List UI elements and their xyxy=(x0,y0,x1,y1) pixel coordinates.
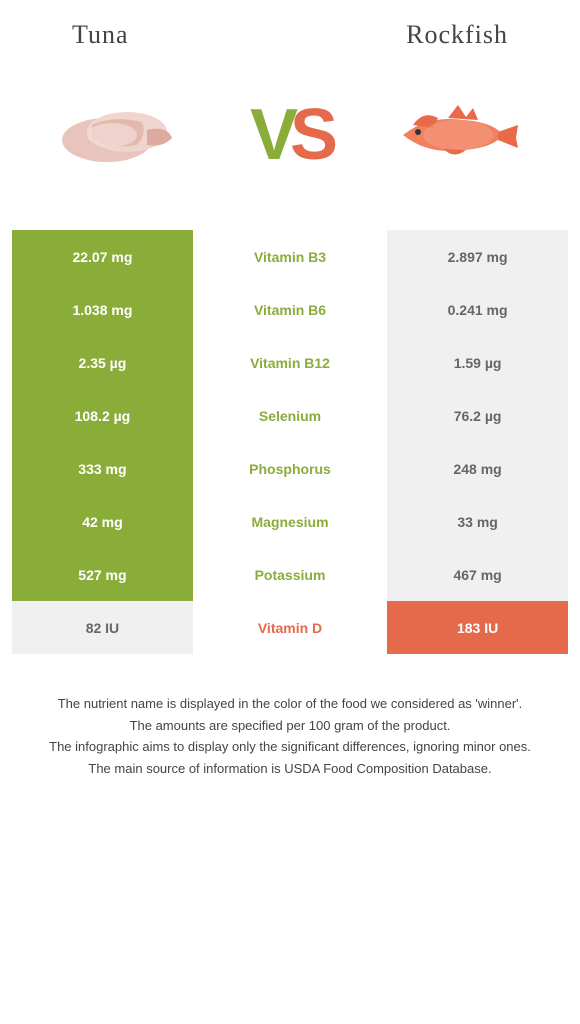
right-value-cell: 76.2 µg xyxy=(387,389,568,442)
right-value-cell: 0.241 mg xyxy=(387,283,568,336)
footer-line: The amounts are specified per 100 gram o… xyxy=(22,716,558,736)
right-value-cell: 183 IU xyxy=(387,601,568,654)
footer-line: The nutrient name is displayed in the co… xyxy=(22,694,558,714)
right-value-cell: 1.59 µg xyxy=(387,336,568,389)
nutrient-name-cell: Selenium xyxy=(197,389,383,442)
nutrient-name-cell: Vitamin D xyxy=(197,601,383,654)
left-value-cell: 527 mg xyxy=(12,548,193,601)
vs-label: VS xyxy=(250,94,330,176)
right-value-cell: 467 mg xyxy=(387,548,568,601)
nutrient-name-cell: Potassium xyxy=(197,548,383,601)
table-row: 333 mgPhosphorus248 mg xyxy=(12,442,568,495)
table-row: 527 mgPotassium467 mg xyxy=(12,548,568,601)
left-value-cell: 22.07 mg xyxy=(12,230,193,283)
vs-s: S xyxy=(290,94,330,176)
rockfish-image xyxy=(388,90,528,180)
right-value-cell: 2.897 mg xyxy=(387,230,568,283)
footer-notes: The nutrient name is displayed in the co… xyxy=(12,694,568,778)
table-row: 2.35 µgVitamin B121.59 µg xyxy=(12,336,568,389)
right-food-title: Rockfish xyxy=(406,20,508,50)
table-row: 108.2 µgSelenium76.2 µg xyxy=(12,389,568,442)
nutrient-name-cell: Phosphorus xyxy=(197,442,383,495)
left-value-cell: 108.2 µg xyxy=(12,389,193,442)
left-value-cell: 2.35 µg xyxy=(12,336,193,389)
left-value-cell: 82 IU xyxy=(12,601,193,654)
left-value-cell: 42 mg xyxy=(12,495,193,548)
right-value-cell: 248 mg xyxy=(387,442,568,495)
vs-v: V xyxy=(250,94,290,176)
nutrient-name-cell: Vitamin B12 xyxy=(197,336,383,389)
left-value-cell: 333 mg xyxy=(12,442,193,495)
table-row: 42 mgMagnesium33 mg xyxy=(12,495,568,548)
vs-row: VS xyxy=(12,80,568,190)
nutrient-name-cell: Vitamin B6 xyxy=(197,283,383,336)
table-row: 22.07 mgVitamin B32.897 mg xyxy=(12,230,568,283)
left-food-title: Tuna xyxy=(72,20,129,50)
left-value-cell: 1.038 mg xyxy=(12,283,193,336)
nutrient-name-cell: Magnesium xyxy=(197,495,383,548)
tuna-image xyxy=(52,90,192,180)
nutrient-table: 22.07 mgVitamin B32.897 mg1.038 mgVitami… xyxy=(12,230,568,654)
nutrient-name-cell: Vitamin B3 xyxy=(197,230,383,283)
table-row: 82 IUVitamin D183 IU xyxy=(12,601,568,654)
footer-line: The main source of information is USDA F… xyxy=(22,759,558,779)
right-value-cell: 33 mg xyxy=(387,495,568,548)
header-row: Tuna Rockfish xyxy=(12,20,568,50)
table-row: 1.038 mgVitamin B60.241 mg xyxy=(12,283,568,336)
footer-line: The infographic aims to display only the… xyxy=(22,737,558,757)
